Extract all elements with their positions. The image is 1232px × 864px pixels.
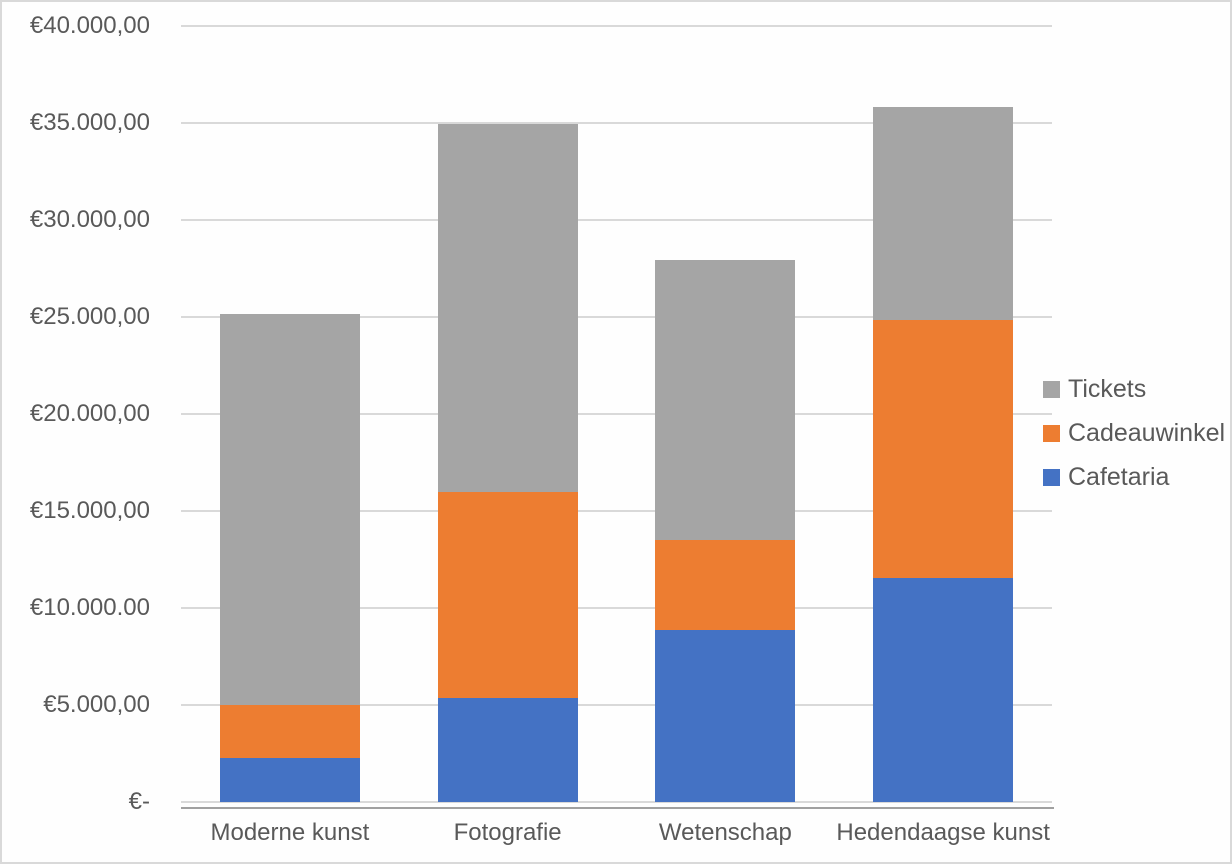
y-tick-label-25000: €25.000,00: [29, 303, 150, 330]
y-tick-label-40000: €40.000,00: [29, 12, 150, 39]
bar-segment-hedendaagse-kunst-tickets: [873, 107, 1014, 320]
legend-item-cafetaria: Cafetaria: [1043, 455, 1225, 499]
legend-item-tickets: Tickets: [1043, 367, 1225, 411]
x-tick-label-hedendaagse-kunst: Hedendaagse kunst: [836, 819, 1050, 846]
bar-segment-fotografie-cafetaria: [437, 698, 578, 802]
x-tick-label-moderne-kunst: Moderne kunst: [210, 819, 370, 846]
bar-segment-moderne-kunst-cafetaria: [219, 758, 360, 802]
legend-swatch-tickets: [1043, 380, 1060, 398]
y-tick-label-5000: €5.000,00: [43, 691, 150, 718]
bar-segment-hedendaagse-kunst-cafetaria: [873, 577, 1014, 802]
y-tick-label-10000: €10.000.00: [29, 594, 150, 621]
y-tick-label-20000: €20.000,00: [29, 400, 150, 427]
legend-item-cadeauwinkel: Cadeauwinkel: [1043, 411, 1225, 455]
legend-swatch-cafetaria: [1043, 468, 1060, 486]
legend-label-cafetaria: Cafetaria: [1068, 462, 1170, 491]
bar-segment-wetenschap-tickets: [655, 259, 796, 541]
x-axis-line: [181, 807, 1054, 809]
bar-segment-wetenschap-cadeauwinkel: [655, 540, 796, 631]
y-tick-label-30000: €30.000,00: [29, 206, 150, 233]
y-tick-label-15000: €15.000,00: [29, 497, 150, 524]
x-tick-label-fotografie: Fotografie: [453, 819, 562, 846]
legend-label-cadeauwinkel: Cadeauwinkel: [1068, 418, 1226, 447]
legend: Tickets Cadeauwinkel Cafetaria: [1043, 367, 1225, 499]
bar-segment-fotografie-cadeauwinkel: [437, 491, 578, 699]
bar-segment-moderne-kunst-tickets: [219, 314, 360, 705]
bar-segment-moderne-kunst-cadeauwinkel: [219, 705, 360, 759]
bar-segment-wetenschap-cafetaria: [655, 630, 796, 802]
y-tick-label-0: €-: [128, 788, 150, 815]
y-tick-label-35000: €35.000,00: [29, 109, 150, 136]
bar-segment-hedendaagse-kunst-cadeauwinkel: [873, 319, 1014, 578]
legend-swatch-cadeauwinkel: [1043, 424, 1060, 442]
bar-segment-fotografie-tickets: [437, 123, 578, 492]
x-tick-label-wetenschap: Wetenschap: [658, 819, 792, 846]
legend-label-tickets: Tickets: [1068, 374, 1147, 403]
gridline-40000: [181, 25, 1052, 27]
